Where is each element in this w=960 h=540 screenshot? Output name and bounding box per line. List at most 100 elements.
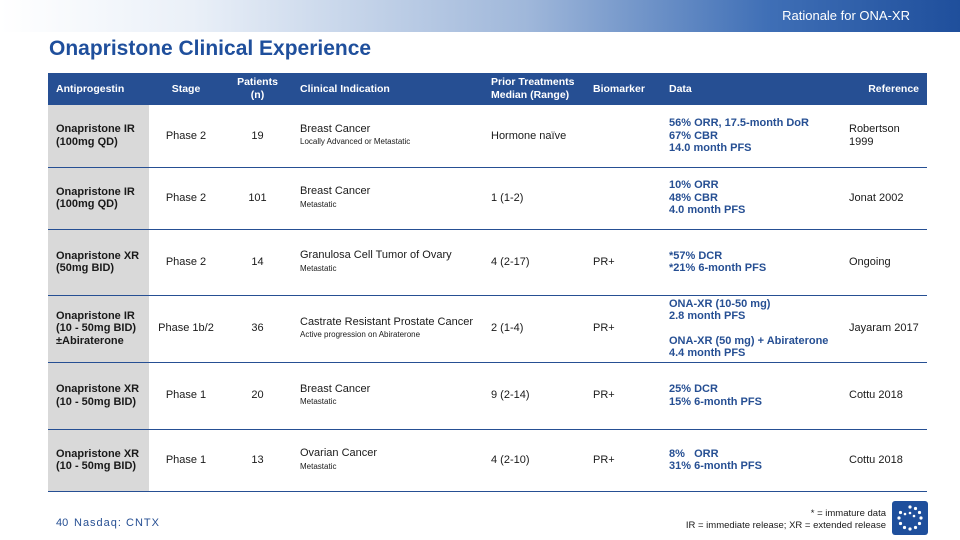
indication-cell: Granulosa Cell Tumor of Ovary Metastatic	[292, 229, 483, 296]
data-line: 25% DCR	[669, 383, 718, 395]
prior-treatments-cell: 9 (2-14)	[483, 362, 585, 430]
reference-cell: Cottu 2018	[841, 362, 927, 430]
indication-name: Breast Cancer	[300, 382, 371, 395]
logo-dots-icon	[897, 505, 923, 531]
section-label: Rationale for ONA-XR	[782, 8, 910, 23]
data-cell: ONA-XR (10-50 mg) 2.8 month PFS ONA-XR (…	[661, 295, 841, 363]
indication-detail: Metastatic	[300, 199, 337, 209]
reference-line: Robertson	[849, 123, 900, 136]
indication-detail: Metastatic	[300, 397, 337, 406]
data-line: 8% ORR	[669, 447, 719, 460]
data-line: ONA-XR (10-50 mg)	[669, 297, 771, 310]
drug-dose: (50mg BID)	[56, 262, 115, 274]
data-line: ONA-XR (50 mg) + Abiraterone	[669, 334, 829, 347]
data-line: *21% 6-month PFS	[669, 262, 767, 274]
data-line: 10% ORR	[669, 179, 719, 192]
data-cell: *57% DCR *21% 6-month PFS	[661, 229, 841, 296]
drug-dose: (100mg QD)	[56, 135, 118, 148]
drug-dose: (10 - 50mg BID)	[56, 460, 137, 472]
col-header-antiprogestin: Antiprogestin	[48, 73, 149, 105]
col-header-reference: Reference	[841, 73, 927, 105]
stage-cell: Phase 1	[149, 429, 223, 492]
col-header-prior-treatments: Prior Treatments Median (Range)	[483, 73, 585, 105]
drug-dose: (10 - 50mg BID)	[56, 395, 137, 408]
biomarker-cell: PR+	[585, 362, 661, 430]
clinical-experience-table: Antiprogestin Stage Patients (n) Clinica…	[48, 73, 927, 492]
table-row: Onapristone XR (10 - 50mg BID) Phase 1 2…	[48, 362, 927, 430]
drug-dose: (100mg QD)	[56, 198, 118, 210]
data-line: *57% DCR	[669, 249, 723, 262]
reference-cell: Jayaram 2017	[841, 295, 927, 363]
header-banner: Rationale for ONA-XR	[0, 0, 960, 32]
data-line: 56% ORR, 17.5-month DoR	[669, 117, 809, 129]
col-header-indication: Clinical Indication	[292, 73, 483, 105]
biomarker-cell	[585, 105, 661, 168]
drug-name: Onapristone IR	[56, 185, 135, 198]
data-cell: 8% ORR 31% 6-month PFS	[661, 429, 841, 492]
table-row: Onapristone IR (10 - 50mg BID) ±Abirater…	[48, 295, 927, 363]
prior-treatments-cell: 4 (2-17)	[483, 229, 585, 296]
drug-name: Onapristone IR	[56, 309, 135, 322]
table-row: Onapristone IR (100mg QD) Phase 2 101 Br…	[48, 167, 927, 230]
col-header-patients: Patients (n)	[223, 73, 292, 105]
biomarker-cell: PR+	[585, 295, 661, 363]
data-cell: 56% ORR, 17.5-month DoR 67% CBR 14.0 mon…	[661, 105, 841, 168]
data-line: 14.0 month PFS	[669, 142, 752, 154]
patients-cell: 20	[223, 362, 292, 430]
page-number: 40	[56, 517, 69, 529]
data-line: 2.8 month PFS	[669, 310, 746, 322]
antiprogestin-cell: Onapristone XR (50mg BID)	[48, 229, 149, 296]
stage-cell: Phase 2	[149, 167, 223, 230]
indication-name: Breast Cancer	[300, 185, 371, 197]
stage-cell: Phase 1b/2	[149, 295, 223, 363]
antiprogestin-cell: Onapristone IR (10 - 50mg BID) ±Abirater…	[48, 295, 149, 363]
prior-treatments-cell: 2 (1-4)	[483, 295, 585, 363]
indication-cell: Breast Cancer Metastatic	[292, 362, 483, 430]
footnote-abbreviations: IR = immediate release; XR = extended re…	[685, 520, 886, 531]
antiprogestin-cell: Onapristone XR (10 - 50mg BID)	[48, 362, 149, 430]
table-row: Onapristone XR (10 - 50mg BID) Phase 1 1…	[48, 429, 927, 492]
indication-detail: Locally Advanced or Metastatic	[300, 137, 411, 147]
antiprogestin-cell: Onapristone IR (100mg QD)	[48, 105, 149, 168]
col-header-data: Data	[661, 73, 841, 105]
indication-name: Granulosa Cell Tumor of Ovary	[300, 249, 452, 261]
indication-detail: Metastatic	[300, 461, 337, 471]
company-logo-icon	[892, 501, 928, 535]
prior-treatments-cell: Hormone naïve	[483, 105, 585, 168]
patients-cell: 14	[223, 229, 292, 296]
data-line: 48% CBR	[669, 191, 718, 204]
stage-cell: Phase 2	[149, 229, 223, 296]
col-header-biomarker: Biomarker	[585, 73, 661, 105]
reference-cell: Cottu 2018	[841, 429, 927, 492]
footnote-immature: * = immature data	[810, 508, 886, 519]
table-row: Onapristone IR (100mg QD) Phase 2 19 Bre…	[48, 105, 927, 168]
indication-name: Castrate Resistant Prostate Cancer	[300, 315, 474, 328]
biomarker-cell: PR+	[585, 229, 661, 296]
reference-cell: Robertson 1999	[841, 105, 927, 168]
drug-name: Onapristone XR	[56, 447, 140, 460]
patients-cell: 36	[223, 295, 292, 363]
stage-cell: Phase 2	[149, 105, 223, 168]
data-line: 4.0 month PFS	[669, 204, 746, 217]
reference-line: 1999	[849, 135, 874, 148]
reference-cell: Ongoing	[841, 229, 927, 296]
drug-name: Onapristone IR	[56, 123, 135, 136]
data-spacer	[669, 323, 833, 335]
col-header-prior-line1: Prior Treatments	[491, 76, 575, 88]
table-header-row: Antiprogestin Stage Patients (n) Clinica…	[48, 73, 927, 105]
drug-name: Onapristone XR	[56, 383, 140, 395]
patients-cell: 101	[223, 167, 292, 230]
indication-name: Breast Cancer	[300, 122, 371, 135]
data-line: 31% 6-month PFS	[669, 460, 762, 472]
biomarker-cell: PR+	[585, 429, 661, 492]
drug-combination: ±Abiraterone	[56, 334, 124, 347]
data-line: 15% 6-month PFS	[669, 395, 762, 408]
antiprogestin-cell: Onapristone IR (100mg QD)	[48, 167, 149, 230]
indication-name: Ovarian Cancer	[300, 447, 378, 459]
stock-ticker: Nasdaq: CNTX	[74, 517, 160, 529]
data-line: 4.4 month PFS	[669, 347, 746, 359]
indication-cell: Castrate Resistant Prostate Cancer Activ…	[292, 295, 483, 363]
data-line: 67% CBR	[669, 129, 718, 142]
page-title: Onapristone Clinical Experience	[49, 37, 372, 60]
antiprogestin-cell: Onapristone XR (10 - 50mg BID)	[48, 429, 149, 492]
